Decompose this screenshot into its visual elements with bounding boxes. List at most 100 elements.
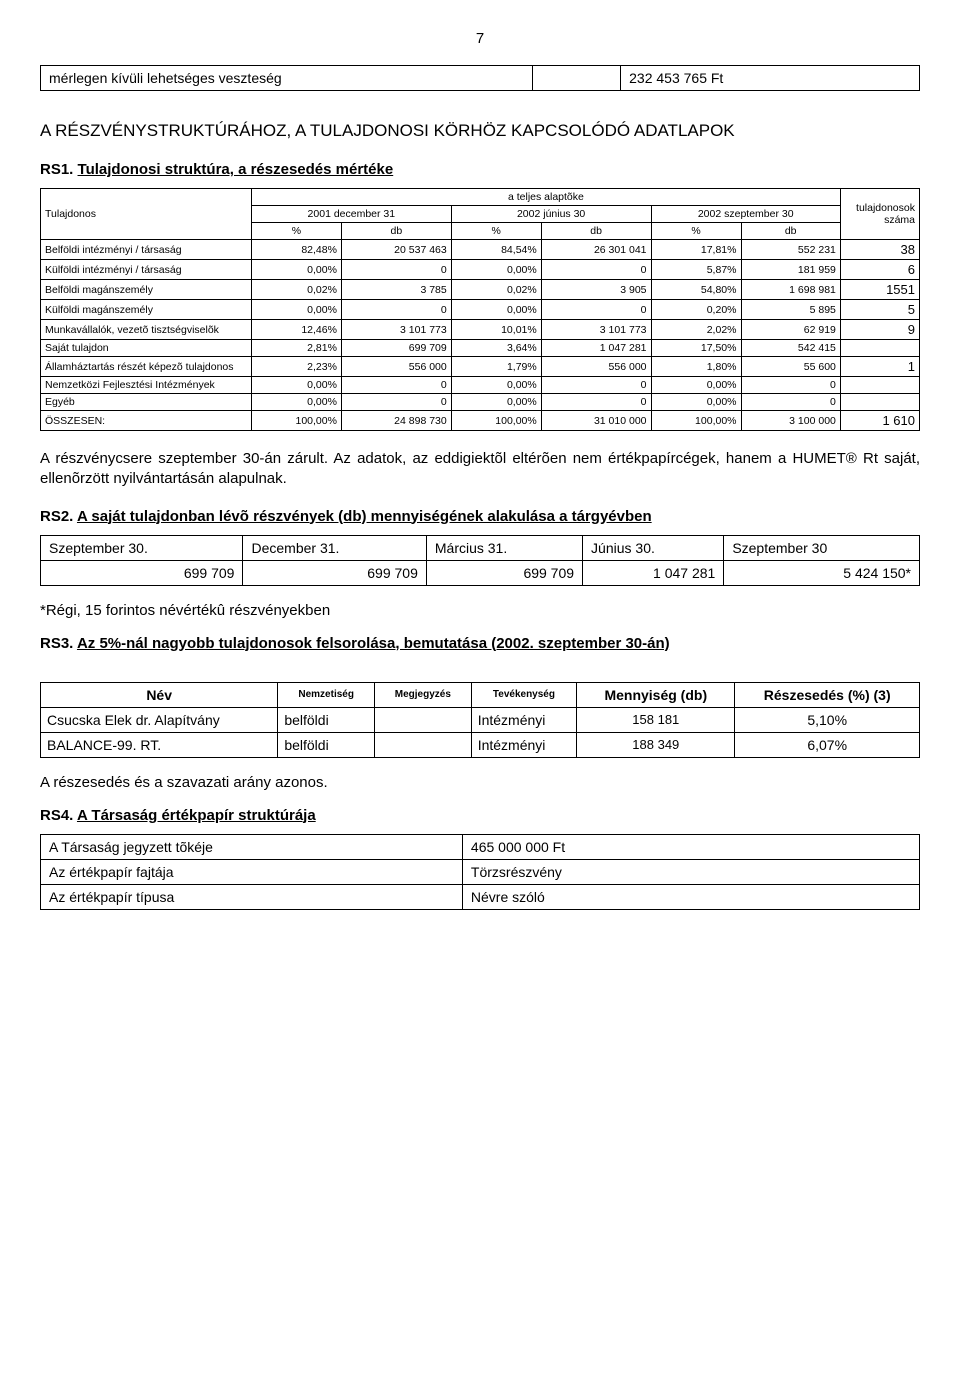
table-header-row: Tulajdonos a teljes alaptõke tulajdonoso… — [41, 189, 920, 206]
cell-p1d: 3 101 773 — [341, 320, 451, 340]
cell-count — [840, 377, 919, 394]
col-header: Szeptember 30 — [724, 535, 920, 560]
cell-p2d: 0 — [541, 394, 651, 411]
cell-p3p: 2,02% — [651, 320, 741, 340]
cell-resz: 5,10% — [735, 707, 920, 732]
cell-label: ÖSSZESEN: — [41, 411, 252, 431]
cell-label: Belföldi magánszemély — [41, 280, 252, 300]
col-count: tulajdonosok száma — [840, 189, 919, 240]
cell-count: 5 — [840, 300, 919, 320]
col-pct: % — [651, 223, 741, 240]
cell-value: Törzsrészvény — [462, 859, 919, 884]
col-nemz: Nemzetiség — [278, 682, 375, 707]
cell-p3p: 100,00% — [651, 411, 741, 431]
cell-p1d: 0 — [341, 260, 451, 280]
cell-p2d: 31 010 000 — [541, 411, 651, 431]
cell-value: 699 709 — [41, 560, 243, 585]
table-header-row: Szeptember 30.December 31.Március 31.Jún… — [41, 535, 920, 560]
cell-p2p: 3,64% — [451, 340, 541, 357]
cell-p1d: 0 — [341, 394, 451, 411]
table-row: A Társaság jegyzett tõkéje465 000 000 Ft — [41, 834, 920, 859]
cell-value: 5 424 150* — [724, 560, 920, 585]
table-row: Az értékpapír fajtájaTörzsrészvény — [41, 859, 920, 884]
cell-p3p: 0,20% — [651, 300, 741, 320]
cell-menny: 158 181 — [577, 707, 735, 732]
cell-count — [840, 340, 919, 357]
cell-p3p: 0,00% — [651, 377, 741, 394]
col-p1: 2001 december 31 — [251, 206, 451, 223]
cell-count — [840, 394, 919, 411]
col-menny: Mennyiség (db) — [577, 682, 735, 707]
table-row: Államháztartás részét képezõ tulajdonos2… — [41, 357, 920, 377]
cell-p3d: 55 600 — [741, 357, 840, 377]
cell-count: 9 — [840, 320, 919, 340]
col-tev: Tevékenység — [471, 682, 576, 707]
cell-p1p: 0,00% — [251, 260, 341, 280]
cell-p3d: 0 — [741, 377, 840, 394]
cell-p2d: 0 — [541, 377, 651, 394]
cell-p2p: 100,00% — [451, 411, 541, 431]
table-row: Belföldi intézményi / társaság82,48%20 5… — [41, 240, 920, 260]
cell-label: Államháztartás részét képezõ tulajdonos — [41, 357, 252, 377]
cell-p2d: 0 — [541, 300, 651, 320]
section-title: A RÉSZVÉNYSTRUKTÚRÁHOZ, A TULAJDONOSI KÖ… — [40, 121, 920, 141]
col-header: Március 31. — [426, 535, 582, 560]
col-db: db — [741, 223, 840, 240]
cell-p2p: 0,00% — [451, 394, 541, 411]
cell-p3d: 552 231 — [741, 240, 840, 260]
col-nev: Név — [41, 682, 278, 707]
cell-p3d: 62 919 — [741, 320, 840, 340]
cell-value: Névre szóló — [462, 884, 919, 909]
cell-label: Külföldi intézményi / társaság — [41, 260, 252, 280]
cell-p2p: 0,00% — [451, 300, 541, 320]
cell-label: Saját tulajdon — [41, 340, 252, 357]
table-row: ÖSSZESEN:100,00%24 898 730100,00%31 010 … — [41, 411, 920, 431]
cell-p1p: 0,02% — [251, 280, 341, 300]
rs2-heading: RS2. A saját tulajdonban lévõ részvények… — [40, 508, 920, 525]
loss-empty — [533, 66, 621, 91]
cell-p2p: 0,00% — [451, 377, 541, 394]
cell-megj — [375, 732, 472, 757]
col-header: December 31. — [243, 535, 426, 560]
cell-p1p: 100,00% — [251, 411, 341, 431]
cell-value: 699 709 — [243, 560, 426, 585]
cell-p3d: 1 698 981 — [741, 280, 840, 300]
table-row: Belföldi magánszemély0,02%3 7850,02%3 90… — [41, 280, 920, 300]
loss-table: mérlegen kívüli lehetséges veszteség 232… — [40, 65, 920, 91]
cell-p1p: 0,00% — [251, 377, 341, 394]
cell-p2p: 84,54% — [451, 240, 541, 260]
cell-label: Munkavállalók, vezetõ tisztségviselõk — [41, 320, 252, 340]
rs4-heading: RS4. A Társaság értékpapír struktúrája — [40, 807, 920, 824]
cell-p3p: 5,87% — [651, 260, 741, 280]
cell-tev: Intézményi — [471, 732, 576, 757]
cell-p2d: 1 047 281 — [541, 340, 651, 357]
cell-p2d: 556 000 — [541, 357, 651, 377]
cell-p2d: 26 301 041 — [541, 240, 651, 260]
cell-tev: Intézményi — [471, 707, 576, 732]
cell-p3p: 17,81% — [651, 240, 741, 260]
table-row: Nemzetközi Fejlesztési Intézmények0,00%0… — [41, 377, 920, 394]
cell-p2d: 3 905 — [541, 280, 651, 300]
cell-p2p: 0,02% — [451, 280, 541, 300]
table-header-row: Név Nemzetiség Megjegyzés Tevékenység Me… — [41, 682, 920, 707]
cell-count: 38 — [840, 240, 919, 260]
cell-resz: 6,07% — [735, 732, 920, 757]
cell-menny: 188 349 — [577, 732, 735, 757]
cell-value: 699 709 — [426, 560, 582, 585]
table-row: Külföldi intézményi / társaság0,00%00,00… — [41, 260, 920, 280]
cell-key: Az értékpapír típusa — [41, 884, 463, 909]
table-row: mérlegen kívüli lehetséges veszteség 232… — [41, 66, 920, 91]
col-p2: 2002 június 30 — [451, 206, 651, 223]
cell-count: 1551 — [840, 280, 919, 300]
cell-count: 1 610 — [840, 411, 919, 431]
cell-p2p: 10,01% — [451, 320, 541, 340]
cell-p2p: 1,79% — [451, 357, 541, 377]
cell-p3d: 3 100 000 — [741, 411, 840, 431]
table-row: Munkavállalók, vezetõ tisztségviselõk12,… — [41, 320, 920, 340]
shares-table: Szeptember 30.December 31.Március 31.Jún… — [40, 535, 920, 586]
col-megj: Megjegyzés — [375, 682, 472, 707]
col-pct: % — [251, 223, 341, 240]
rs1-heading: RS1. Tulajdonosi struktúra, a részesedés… — [40, 161, 920, 178]
cell-label: Egyéb — [41, 394, 252, 411]
cell-p3d: 542 415 — [741, 340, 840, 357]
